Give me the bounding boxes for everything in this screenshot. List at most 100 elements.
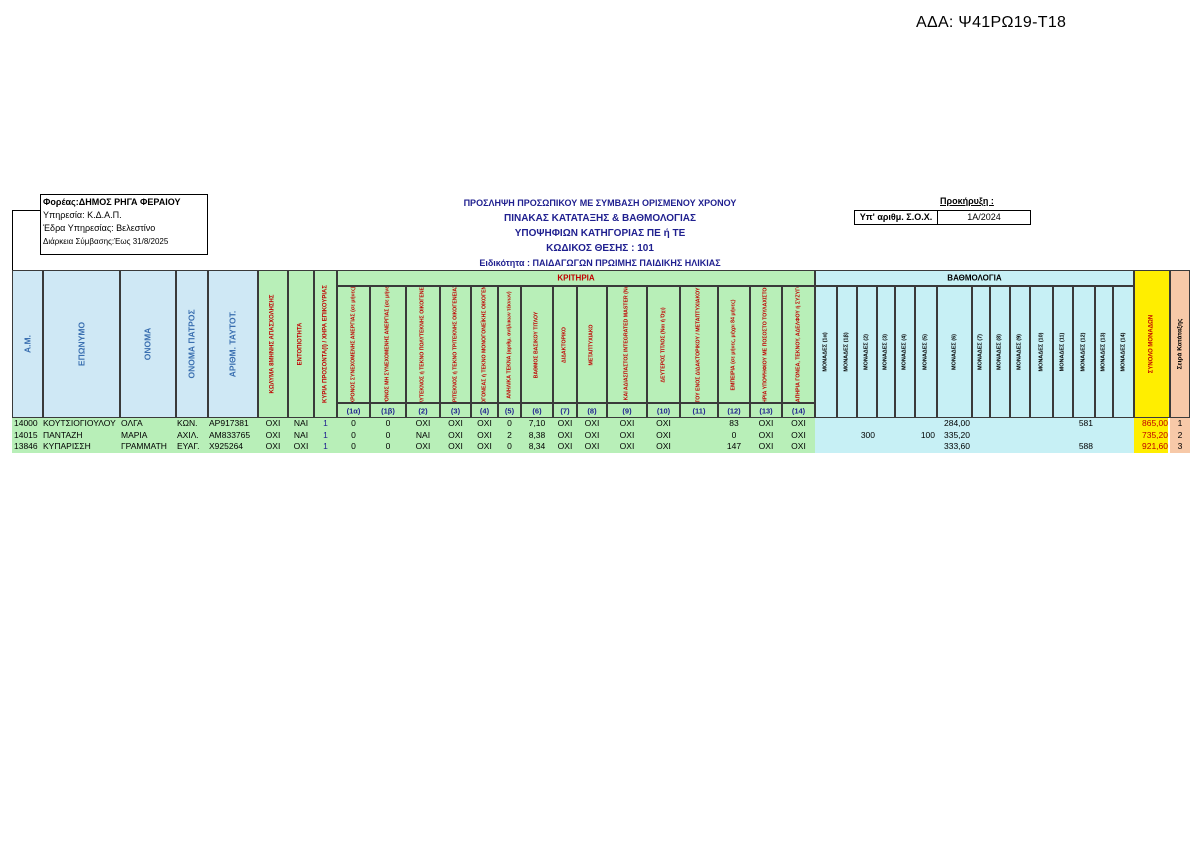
cell-krit-10: ΟΧΙ (656, 429, 671, 440)
header-krit-12-label: ΕΜΠΕΙΡΙΑ (σε μήνες, μέχρι 84 μήνες) (730, 299, 737, 390)
cell-krit-0: 0 (351, 429, 356, 440)
cell-krit-6: 8,34 (528, 441, 546, 451)
header-krit-8: ΜΕΤΑΠΤΥΧΙΑΚΟ (577, 286, 607, 403)
cell-taut: ΑΡ917381 (209, 418, 249, 428)
cell-krit-6: 8,38 (528, 429, 546, 440)
cell-krit-12: 83 (729, 418, 739, 428)
cell-monades-13 (1095, 430, 1111, 442)
cell-kolyma: ΟΧΙ (265, 429, 281, 440)
header-krit-4-label: ΜΟΝΟΓΟΝΕΑΣ ή ΤΕΚΝΟ ΜΟΝΟΓΟΝΕΪΚΗΣ ΟΙΚΟΓΕΝΕ… (481, 286, 487, 403)
header-monades-12-label: ΜΟΝΑΔΕΣ (12) (1080, 332, 1087, 372)
cell-krit-4: ΟΧΙ (477, 418, 492, 428)
table-row-scores (815, 418, 1134, 430)
header-monades-1: ΜΟΝΑΔΕΣ (1β) (837, 286, 857, 418)
ada-code: ΑΔΑ: Ψ41ΡΩ19-Τ18 (916, 14, 1067, 31)
cell-monades-13 (1095, 418, 1111, 430)
cell-monades-4 (895, 430, 913, 442)
header-monades-11-label: ΜΟΝΑΔΕΣ (11) (1059, 332, 1066, 372)
header-krit-11: ΠΕΡΙΣΣΟΤΕΡΑ ΤΟΥ ΕΝΟΣ ΔΙΔΑΚΤΟΡΙΚΟΥ / ΜΕΤΑ… (680, 286, 718, 403)
cell-monades-7 (972, 430, 988, 442)
cell-monades-0 (815, 441, 835, 453)
table-row-scores (815, 429, 1134, 441)
header-kyria: ΚΥΡΙΑ ΠΡΟΣΟΝΤΑ(Ι) / ΧΗΡΑ ΕΠΙΚΟΥΡΙΑΣ (314, 270, 337, 418)
cell-synolo: 921,60 (1134, 441, 1168, 453)
header-monades-14: ΜΟΝΑΔΕΣ (14) (1113, 286, 1134, 418)
header-krit-num-7: (7) (553, 403, 577, 418)
cell-monades-14 (1113, 441, 1132, 453)
header-krit-13: ΑΝΑΠΗΡΙΑ ΥΠΟΨΗΦΙΟΥ ΜΕ ΠΟΣΟΣΤΟ ΤΟΥΛΑΧΙΣΤΟ… (750, 286, 782, 403)
header-krit-num-6-label: (6) (532, 406, 542, 415)
header-krit-7-label: ΔΙΔΑΚΤΟΡΙΚΟ (561, 326, 568, 363)
cell-monades-8 (990, 430, 1008, 442)
cell-monades-11 (1053, 418, 1071, 430)
cell-krit-9: ΟΧΙ (619, 418, 635, 428)
header-krit-num-12: (12) (718, 403, 750, 418)
cell-krit-5: 0 (507, 441, 512, 451)
header-krit-num-10: (10) (647, 403, 680, 418)
cell-am: 14000 (14, 418, 38, 428)
group-vathmologia-label: ΒΑΘΜΟΛΟΓΙΑ (947, 273, 1002, 283)
cell-krit-2: ΝΑΙ (415, 429, 431, 440)
cell-am: 14015 (14, 429, 38, 440)
header-krit-3: ΤΡΙΤΕΚΝΟΣ ή ΤΕΚΝΟ ΤΡΙΤΕΚΝΗΣ ΟΙΚΟΓΕΝΕΙΑΣ (440, 286, 471, 403)
header-monades-0-label: ΜΟΝΑΔΕΣ (1α) (822, 332, 829, 372)
header-krit-6-label: ΒΑΘΜΟΣ ΒΑΣΙΚΟΥ ΤΙΤΛΟΥ (533, 311, 540, 378)
cell-krit-14: ΟΧΙ (791, 429, 806, 440)
cell-monades-11 (1053, 441, 1071, 453)
header-kyria-label: ΚΥΡΙΑ ΠΡΟΣΟΝΤΑ(Ι) / ΧΗΡΑ ΕΠΙΚΟΥΡΙΑΣ (322, 285, 328, 403)
cell-krit-11 (680, 441, 718, 453)
cell-monades-5 (915, 418, 935, 430)
cell-krit-2: ΟΧΙ (415, 418, 431, 428)
header-am: Α.Μ. (12, 270, 43, 418)
header-krit-9-label: ΕΝΙΑΙΟΣ ΚΑΙ ΑΔΙΑΣΠΑΣΤΟΣ INTEGRATED MASTE… (623, 286, 630, 403)
header-krit-9: ΕΝΙΑΙΟΣ ΚΑΙ ΑΔΙΑΣΠΑΣΤΟΣ INTEGRATED MASTE… (607, 286, 647, 403)
cell-krit-13: ΟΧΙ (758, 441, 774, 451)
header-monades-5: ΜΟΝΑΔΕΣ (5) (915, 286, 937, 418)
cell-krit-5: 0 (507, 418, 512, 428)
cell-krit-12: 147 (726, 441, 742, 451)
header-krit-num-2: (2) (406, 403, 440, 418)
table-row (12, 418, 815, 430)
cell-eponymo: ΚΟΥΤΣΙΟΓΙΟΥΛΟΥ (43, 418, 116, 428)
header-monades-1-label: ΜΟΝΑΔΕΣ (1β) (843, 332, 850, 372)
header-krit-num-8: (8) (577, 403, 607, 418)
header-krit-num-9-label: (9) (622, 406, 632, 415)
cell-krit-9: ΟΧΙ (619, 429, 635, 440)
cell-eponymo: ΚΥΠΑΡΙΣΣΗ (43, 441, 91, 451)
header-monades-13-label: ΜΟΝΑΔΕΣ (13) (1100, 332, 1107, 372)
cell-krit-12: 0 (731, 429, 737, 440)
header-monades-2: ΜΟΝΑΔΕΣ (2) (857, 286, 877, 418)
cell-krit-3: ΟΧΙ (448, 441, 463, 451)
header-monades-9: ΜΟΝΑΔΕΣ (9) (1010, 286, 1030, 418)
header-patros: ΟΝΟΜΑ ΠΑΤΡΟΣ (176, 270, 208, 418)
cell-krit-3: ΟΧΙ (448, 418, 463, 428)
header-krit-num-3: (3) (440, 403, 471, 418)
cell-entopiotita: ΝΑΙ (293, 418, 309, 428)
cell-krit-9: ΟΧΙ (619, 441, 635, 451)
cell-synolo: 865,00 (1134, 418, 1168, 430)
cell-monades-3 (877, 430, 893, 442)
header-onoma-label: ΟΝΟΜΑ (142, 327, 153, 361)
cell-monades-8 (990, 441, 1008, 453)
header-krit-10-label: ΔΕΥΤΕΡΟΣ ΤΙΤΛΟΣ (Ναι ή Όχι) (660, 306, 666, 383)
cell-krit-5: 2 (507, 429, 512, 440)
cell-krit-8: ΟΧΙ (584, 429, 600, 440)
cell-onoma: ΜΑΡΙΑ (121, 429, 148, 440)
title-line-4: ΚΩΔΙΚΟΣ ΘΕΣΗΣ : 101 (546, 243, 654, 254)
header-monades-10-label: ΜΟΝΑΔΕΣ (10) (1038, 332, 1044, 372)
cell-monades-7 (972, 418, 988, 430)
cell-monades-10 (1030, 430, 1051, 442)
cell-monades-13 (1095, 441, 1111, 453)
header-monades-8-label: ΜΟΝΑΔΕΣ (8) (996, 334, 1003, 370)
header-krit-num-12-label: (12) (727, 406, 741, 415)
header-krit-num-4: (4) (471, 403, 498, 418)
cell-krit-13: ΟΧΙ (758, 418, 774, 428)
cell-kyria: 1 (323, 429, 328, 440)
header-krit-5-label: ΑΝΗΛΙΚΑ ΤΕΚΝΑ (αριθμ. ανήλικων τέκνων) (506, 290, 512, 399)
cell-krit-2: ΟΧΙ (415, 441, 431, 451)
cell-onoma: ΟΛΓΑ (121, 418, 143, 428)
cell-patros: ΕΥΑΓ. (177, 441, 200, 451)
cell-monades-1 (837, 441, 855, 453)
prokirixi-label: Προκήρυξη : (940, 196, 994, 206)
title-line-5: Ειδικότητα : ΠΑΙΔΑΓΩΓΩΝ ΠΡΩΙΜΗΣ ΠΑΙΔΙΚΗΣ… (479, 258, 721, 268)
